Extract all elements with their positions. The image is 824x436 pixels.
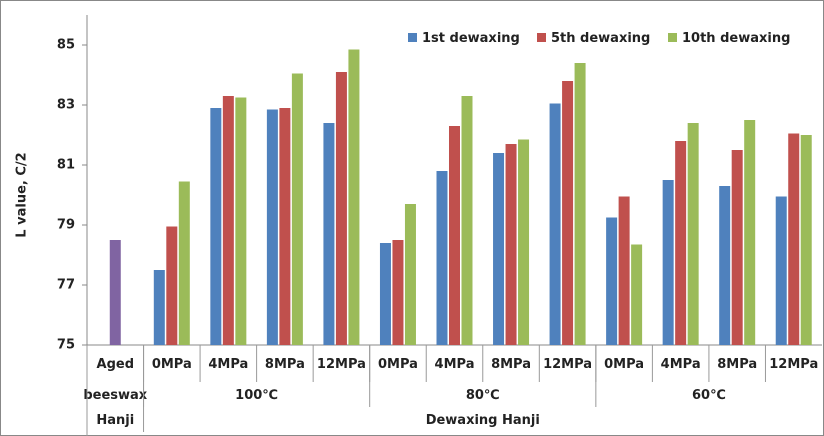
bar: [574, 63, 586, 345]
legend-label: 10th dewaxing: [682, 31, 790, 46]
category-label: 12MPa: [317, 357, 366, 372]
bar: [675, 141, 687, 345]
bar: [449, 126, 460, 345]
category-label: 100℃: [235, 388, 278, 403]
category-label: 60℃: [692, 388, 726, 403]
y-tick-label: 85: [57, 38, 75, 53]
bar: [775, 196, 787, 345]
bar: [436, 171, 448, 345]
category-label: 8MPa: [491, 357, 531, 372]
bar: [348, 49, 360, 345]
bar: [687, 123, 699, 345]
category-label: 4MPa: [435, 357, 475, 372]
bar: [109, 240, 121, 345]
y-tick-label: 75: [57, 338, 75, 353]
bar: [549, 103, 561, 345]
category-label: 12MPa: [543, 357, 592, 372]
bar: [266, 109, 278, 345]
y-tick-label: 81: [57, 158, 75, 173]
bar: [210, 108, 222, 345]
bar: [335, 72, 347, 345]
category-label: 4MPa: [661, 357, 701, 372]
category-label: 0MPa: [378, 357, 418, 372]
bar: [800, 135, 812, 345]
bar: [461, 96, 473, 345]
category-label: 0MPa: [152, 357, 192, 372]
legend-label: 5th dewaxing: [551, 31, 650, 46]
bar: [291, 73, 303, 345]
bar: [731, 150, 743, 345]
category-label: beeswax: [83, 388, 147, 403]
bar: [178, 181, 190, 345]
bar: [719, 186, 731, 345]
category-label: 4MPa: [208, 357, 248, 372]
legend-swatch: [668, 33, 677, 42]
bar: [222, 96, 234, 345]
y-tick-label: 79: [57, 218, 75, 233]
category-label: 0MPa: [604, 357, 644, 372]
bar: [404, 204, 416, 345]
bar: [153, 270, 165, 345]
bar: [166, 226, 178, 345]
category-label: 12MPa: [769, 357, 818, 372]
bar: [744, 120, 756, 345]
bar: [662, 180, 674, 345]
category-label: Aged: [97, 357, 135, 372]
bar: [518, 139, 530, 345]
bar: [235, 97, 247, 345]
category-label: 8MPa: [717, 357, 757, 372]
category-label: Hanji: [96, 413, 134, 428]
bar: [392, 240, 404, 345]
legend-swatch: [408, 33, 417, 42]
bar: [379, 243, 391, 345]
bar: [631, 244, 643, 345]
legend-swatch: [537, 33, 546, 42]
bar: [606, 217, 618, 345]
category-label: 80℃: [466, 388, 500, 403]
category-label: Dewaxing Hanji: [426, 413, 540, 428]
bar: [493, 153, 505, 345]
y-tick-label: 77: [57, 278, 75, 293]
bar: [505, 144, 517, 345]
bar: [788, 133, 800, 345]
bar: [279, 108, 291, 345]
y-axis-label: L value, C/2: [15, 152, 30, 237]
bar: [618, 196, 630, 345]
bar: [323, 123, 335, 345]
legend-label: 1st dewaxing: [422, 31, 520, 46]
category-label: 8MPa: [265, 357, 305, 372]
y-tick-label: 83: [57, 98, 75, 113]
bar: [562, 81, 574, 345]
